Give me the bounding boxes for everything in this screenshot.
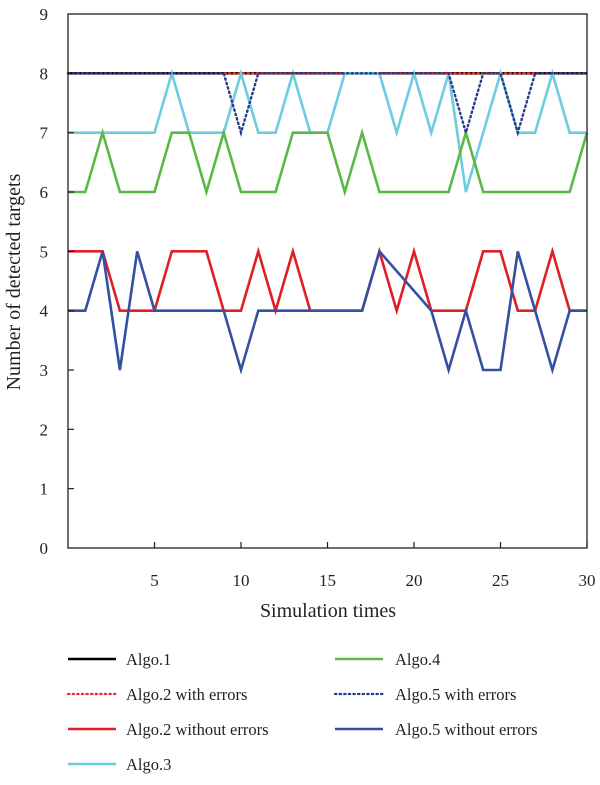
y-tick-label: 8 bbox=[40, 64, 49, 83]
y-axis-label: Number of detected targets bbox=[3, 173, 25, 390]
legend-label: Algo.4 bbox=[395, 650, 440, 669]
x-tick-label: 5 bbox=[150, 571, 159, 590]
x-tick-label: 25 bbox=[492, 571, 509, 590]
y-tick-label: 5 bbox=[40, 242, 49, 261]
y-tick-label: 6 bbox=[40, 183, 49, 202]
x-axis: 5 10 15 20 25 30 bbox=[150, 542, 596, 590]
x-tick-label: 15 bbox=[319, 571, 336, 590]
legend-item-algo-1: Algo.1 bbox=[68, 650, 171, 669]
legend-label: Algo.5 without errors bbox=[395, 720, 538, 739]
y-tick-label: 3 bbox=[40, 361, 49, 380]
y-tick-label: 7 bbox=[40, 124, 49, 143]
series-line-algo-5-without-errors bbox=[68, 248, 587, 375]
legend-label: Algo.1 bbox=[126, 650, 171, 669]
series-line-algo-5-with-errors bbox=[66, 72, 589, 137]
y-tick-label: 4 bbox=[40, 302, 49, 321]
legend-item-algo-3: Algo.3 bbox=[68, 755, 171, 774]
legend: Algo.1 Algo.4 Algo.2 with errors Algo.5 wit… bbox=[66, 650, 538, 774]
x-tick-label: 20 bbox=[406, 571, 423, 590]
y-axis: 0 1 2 3 4 5 6 7 8 9 bbox=[40, 5, 74, 558]
y-tick-label: 2 bbox=[40, 420, 49, 439]
legend-item-algo-2-with-errors: Algo.2 with errors bbox=[66, 685, 247, 704]
series-line-algo-4 bbox=[68, 128, 589, 197]
legend-item-algo-4: Algo.4 bbox=[335, 650, 440, 669]
x-tick-label: 10 bbox=[233, 571, 250, 590]
legend-label: Algo.2 without errors bbox=[126, 720, 269, 739]
plot-series bbox=[66, 68, 589, 375]
x-axis-label: Simulation times bbox=[260, 600, 396, 622]
y-tick-label: 1 bbox=[40, 480, 49, 499]
y-tick-label: 9 bbox=[40, 5, 49, 24]
legend-label: Algo.2 with errors bbox=[126, 685, 247, 704]
legend-item-algo-5-with-errors: Algo.5 with errors bbox=[333, 685, 516, 704]
y-tick-label: 0 bbox=[40, 539, 49, 558]
legend-label: Algo.3 bbox=[126, 755, 171, 774]
x-tick-label: 30 bbox=[579, 571, 596, 590]
legend-label: Algo.5 with errors bbox=[395, 685, 516, 704]
legend-item-algo-2-without-errors: Algo.2 without errors bbox=[68, 720, 269, 739]
legend-item-algo-5-without-errors: Algo.5 without errors bbox=[335, 720, 538, 739]
